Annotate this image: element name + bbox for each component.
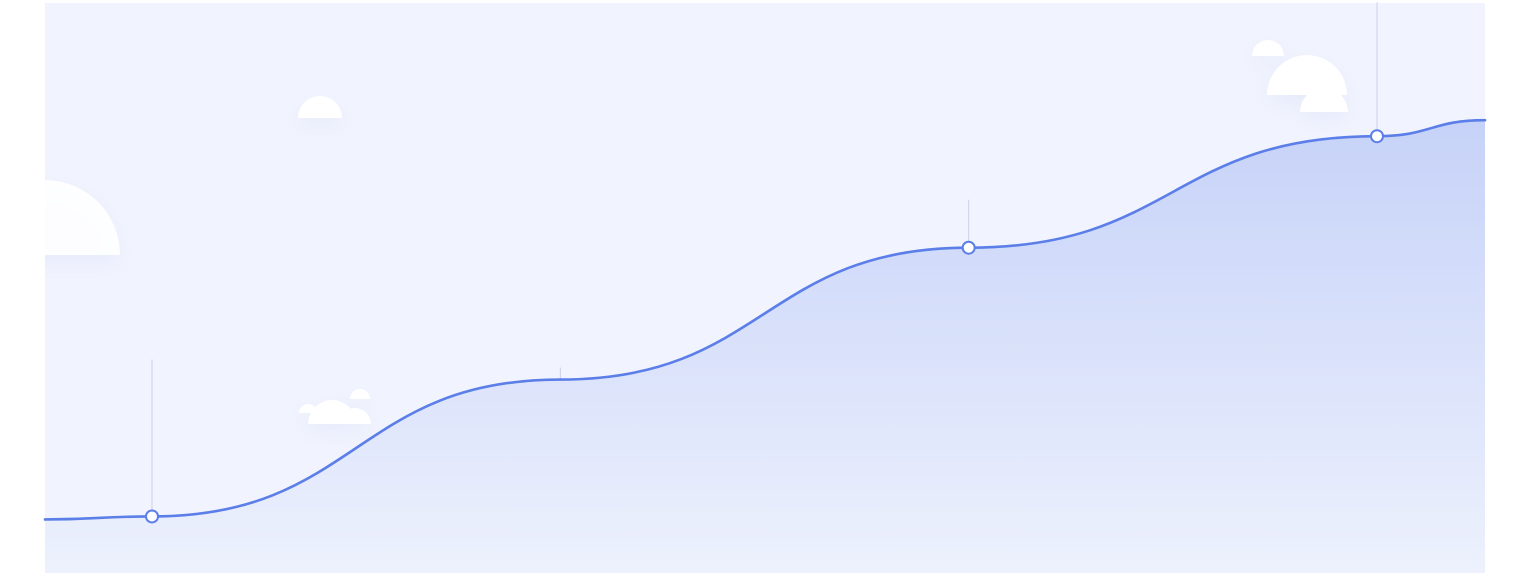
series-area-fill xyxy=(45,120,1485,573)
data-point-markers xyxy=(145,129,1384,524)
series-line xyxy=(43,118,1487,521)
data-point-marker-2 xyxy=(961,240,976,255)
cloud-icon-mid-left xyxy=(299,389,371,432)
cloud-icon-left-large xyxy=(45,180,120,263)
data-point-marker-0 xyxy=(145,509,159,524)
cloud-icon-top-small xyxy=(298,96,342,126)
cloud-icon-top-right xyxy=(1252,40,1348,120)
data-point-marker-3 xyxy=(1370,129,1384,144)
